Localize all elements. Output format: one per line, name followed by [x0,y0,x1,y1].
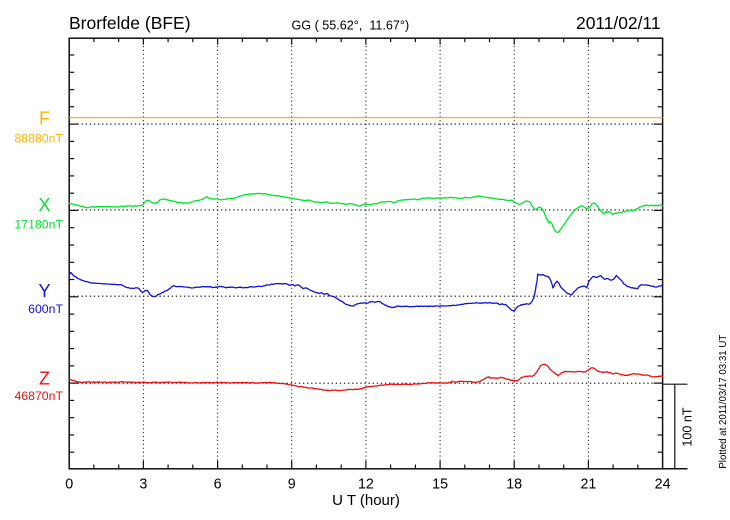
svg-text:X: X [38,195,50,215]
svg-text:2011/02/11: 2011/02/11 [576,13,660,33]
svg-text:15: 15 [432,476,448,492]
svg-text:12: 12 [358,476,374,492]
svg-text:3: 3 [139,476,147,492]
svg-text:46870nT: 46870nT [14,389,63,403]
svg-text:18: 18 [506,476,522,492]
svg-text:100 nT: 100 nT [681,407,695,447]
svg-text:6: 6 [214,476,222,492]
svg-text:Z: Z [39,369,50,389]
svg-text:F: F [39,108,50,128]
svg-text:Plotted at 2011/03/17 03:31 UT: Plotted at 2011/03/17 03:31 UT [718,335,729,469]
svg-text:0: 0 [65,476,73,492]
svg-text:600nT: 600nT [28,302,63,316]
svg-text:17180nT: 17180nT [14,218,63,232]
svg-text:9: 9 [288,476,296,492]
svg-text:24: 24 [655,476,671,492]
svg-text:21: 21 [580,476,596,492]
svg-text:88880nT: 88880nT [14,132,63,146]
svg-text:U T (hour): U T (hour) [332,492,400,509]
svg-text:Brorfelde (BFE): Brorfelde (BFE) [69,13,191,33]
svg-text:Y: Y [38,281,50,301]
svg-text:GG ( 55.62°, 11.67°): GG ( 55.62°, 11.67°) [292,18,410,32]
